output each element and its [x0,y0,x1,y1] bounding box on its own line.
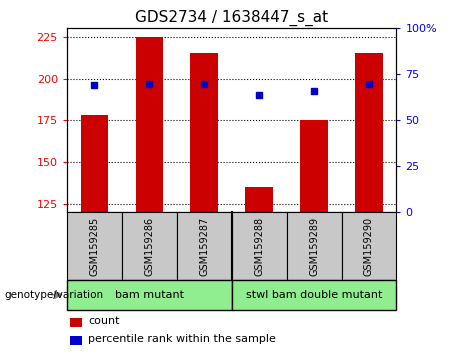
Bar [81,115,108,212]
Text: GSM159290: GSM159290 [364,216,374,276]
Text: genotype/variation: genotype/variation [5,290,104,300]
Text: GSM159289: GSM159289 [309,216,319,276]
Text: GSM159288: GSM159288 [254,216,264,276]
Text: GSM159285: GSM159285 [89,216,99,276]
Bar [342,212,396,280]
Bar [245,187,273,212]
Bar [70,318,82,327]
Bar [177,212,231,280]
Title: GDS2734 / 1638447_s_at: GDS2734 / 1638447_s_at [135,9,328,25]
Text: GSM159287: GSM159287 [199,216,209,276]
Bar [300,120,328,212]
Bar [67,280,231,310]
Bar [190,53,218,212]
Bar [287,212,342,280]
Bar [355,53,383,212]
Text: bam mutant: bam mutant [115,290,184,300]
Bar [67,212,122,280]
Text: stwl bam double mutant: stwl bam double mutant [246,290,382,300]
Text: count: count [88,316,120,326]
Bar [231,280,396,310]
Bar [136,37,163,212]
Bar [70,336,82,345]
Bar [122,212,177,280]
Text: percentile rank within the sample: percentile rank within the sample [88,334,276,344]
Text: GSM159286: GSM159286 [144,216,154,276]
Bar [231,212,287,280]
